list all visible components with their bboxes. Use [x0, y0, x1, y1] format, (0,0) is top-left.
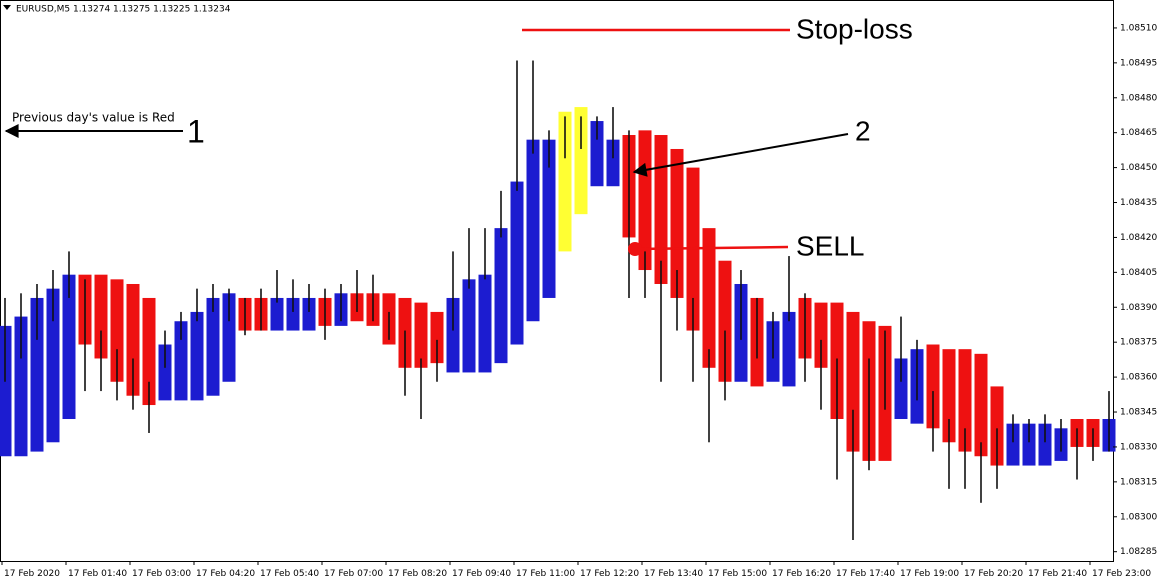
indicator-bar	[942, 349, 956, 443]
y-tick-label: 1.08480	[1120, 93, 1157, 103]
indicator-bar	[94, 274, 108, 359]
marks	[0, 60, 1116, 541]
indicator-bar	[718, 260, 732, 382]
indicator-bar	[446, 297, 460, 373]
indicator-bar	[126, 283, 140, 396]
y-tick-label: 1.08435	[1120, 198, 1157, 208]
menu-triangle	[3, 5, 11, 10]
x-tick-label: 17 Feb 12:20	[580, 569, 639, 579]
indicator-bar	[926, 344, 940, 429]
indicator-bar	[110, 279, 124, 382]
indicator-bar	[542, 139, 556, 298]
indicator-bar	[302, 297, 316, 331]
note-1: Previous day's value is Red	[12, 111, 175, 125]
plot-frame	[0, 0, 1114, 562]
indicator-bar	[1006, 423, 1020, 466]
indicator-bar	[142, 297, 156, 406]
indicator-bar	[158, 344, 172, 401]
indicator-bar	[174, 321, 188, 401]
x-tick-label: 17 Feb 07:00	[324, 569, 383, 579]
indicator-bar	[782, 311, 796, 387]
y-tick-label: 1.08315	[1120, 477, 1157, 487]
indicator-bar	[894, 358, 908, 420]
indicator-bar	[1022, 423, 1036, 466]
x-tick-label: 17 Feb 08:20	[388, 569, 447, 579]
indicator-bar	[30, 297, 44, 452]
indicator-bar	[814, 302, 828, 368]
x-tick-label: 17 Feb 11:00	[516, 569, 575, 579]
indicator-bar	[590, 121, 604, 187]
x-tick-label: 17 Feb 19:00	[900, 569, 959, 579]
chart-title: EURUSD,M5 1.13274 1.13275 1.13225 1.1323…	[16, 5, 231, 15]
y-tick-label: 1.08450	[1120, 163, 1157, 173]
x-tick-label: 17 Feb 03:00	[132, 569, 191, 579]
x-tick-label: 17 Feb 04:20	[196, 569, 255, 579]
indicator-bar	[958, 349, 972, 452]
indicator-bar	[414, 302, 428, 368]
y-tick-label: 1.08360	[1120, 373, 1157, 383]
indicator-bar	[846, 311, 860, 452]
indicator-bar	[654, 135, 668, 284]
stop-loss-label: Stop-loss	[796, 13, 913, 44]
indicator-bar	[526, 139, 540, 322]
indicator-bar	[430, 311, 444, 364]
x-tick-label: 17 Feb 20:20	[964, 569, 1023, 579]
x-tick-label: 17 Feb 09:40	[452, 569, 511, 579]
y-tick-label: 1.08405	[1120, 268, 1157, 278]
indicator-bar	[510, 181, 524, 345]
indicator-bar	[702, 228, 716, 368]
indicator-bar	[606, 139, 620, 187]
indicator-bar	[990, 386, 1004, 466]
y-tick-label: 1.08420	[1120, 233, 1157, 243]
indicator-bar	[670, 148, 684, 298]
y-tick-label: 1.08465	[1120, 128, 1157, 138]
x-tick-label: 17 Feb 17:40	[836, 569, 895, 579]
arrow-2	[632, 133, 849, 177]
x-tick-label: 17 Feb 05:40	[260, 569, 319, 579]
indicator-bar	[478, 274, 492, 373]
indicator-bar	[62, 274, 76, 420]
x-tick-label: 17 Feb 2020	[4, 569, 60, 579]
marker-2: 2	[855, 115, 871, 146]
indicator-bar	[286, 297, 300, 331]
indicator-bar	[222, 293, 236, 382]
indicator-bar	[574, 107, 588, 215]
x-tick-label: 17 Feb 15:00	[708, 569, 767, 579]
indicator-bar	[206, 297, 220, 396]
indicator-bar	[190, 311, 204, 401]
sell-line	[634, 245, 789, 251]
y-tick-label: 1.08285	[1120, 547, 1157, 557]
indicator-bar	[558, 111, 572, 252]
x-tick-label: 17 Feb 21:40	[1028, 569, 1087, 579]
indicator-bar	[974, 353, 988, 457]
y-tick-label: 1.08375	[1120, 338, 1157, 348]
indicator-bar	[270, 297, 284, 331]
marker-1: 1	[187, 113, 205, 149]
indicator-bar	[0, 325, 12, 457]
indicator-bar	[46, 288, 60, 443]
y-tick-label: 1.08345	[1120, 408, 1157, 418]
y-tick-label: 1.08495	[1120, 58, 1157, 68]
x-tick-label: 17 Feb 16:20	[772, 569, 831, 579]
sell-dot	[628, 242, 642, 256]
y-tick-label: 1.08300	[1120, 512, 1157, 522]
y-tick-label: 1.08390	[1120, 303, 1157, 313]
indicator-bar	[14, 316, 28, 457]
y-tick-label: 1.08510	[1120, 23, 1157, 33]
indicator-bar	[462, 279, 476, 373]
sell-label: SELL	[796, 230, 865, 261]
indicator-bar	[494, 228, 508, 364]
x-tick-label: 17 Feb 01:40	[68, 569, 127, 579]
x-tick-label: 17 Feb 23:00	[1092, 569, 1151, 579]
indicator-bar	[1038, 423, 1052, 466]
y-tick-label: 1.08330	[1120, 442, 1157, 452]
x-tick-label: 17 Feb 13:40	[644, 569, 703, 579]
